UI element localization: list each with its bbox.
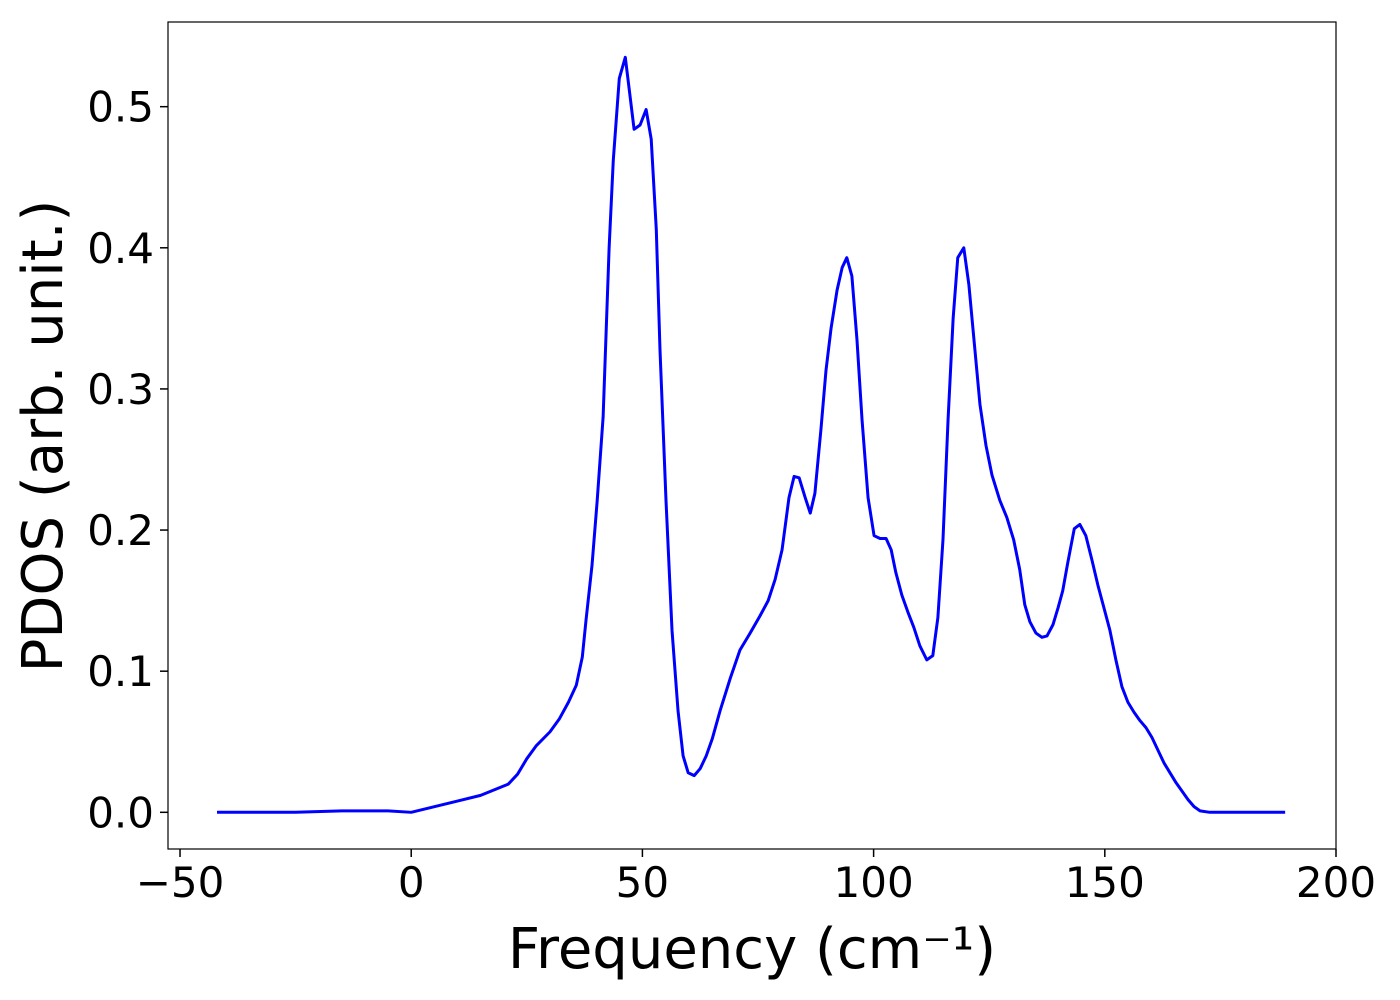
x-tick-label: 200 [1296, 858, 1376, 907]
y-tick-label: 0.0 [87, 788, 154, 837]
x-tick-label: 100 [834, 858, 914, 907]
plot-frame [167, 21, 1337, 850]
y-axis-label: PDOS (arb. unit.) [11, 200, 76, 673]
y-tick-label: 0.3 [87, 365, 154, 414]
y-tick-label: 0.4 [87, 224, 154, 273]
y-tick-label: 0.1 [87, 647, 154, 696]
x-axis-label: Frequency (cm⁻¹) [508, 917, 996, 982]
line-series [217, 55, 1286, 814]
x-tick-label: 50 [616, 858, 669, 907]
y-tick-label: 0.5 [87, 83, 154, 132]
x-tick-label: 150 [1065, 858, 1145, 907]
y-tick-label: 0.2 [87, 506, 154, 555]
x-tick-label: 0 [398, 858, 425, 907]
x-tick-label: −50 [136, 858, 225, 907]
